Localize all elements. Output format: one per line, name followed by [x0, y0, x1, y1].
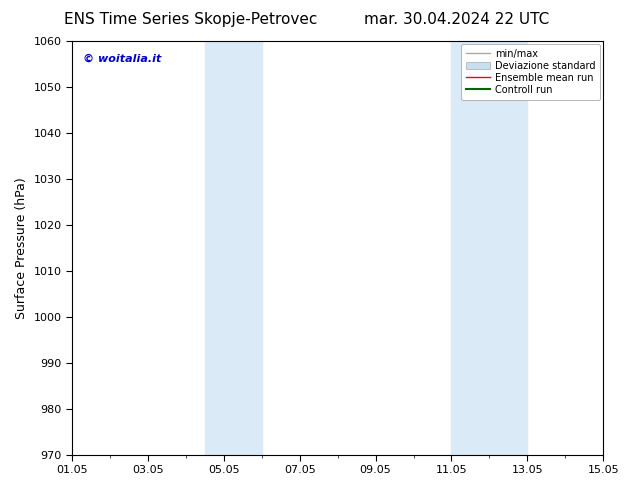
Y-axis label: Surface Pressure (hPa): Surface Pressure (hPa): [15, 177, 28, 318]
Bar: [205, 41, 262, 455]
Text: ENS Time Series Skopje-Petrovec: ENS Time Series Skopje-Petrovec: [63, 12, 317, 27]
Bar: [451, 41, 527, 455]
Text: © woitalia.it: © woitalia.it: [82, 53, 161, 64]
Legend: min/max, Deviazione standard, Ensemble mean run, Controll run: min/max, Deviazione standard, Ensemble m…: [461, 44, 600, 99]
Text: mar. 30.04.2024 22 UTC: mar. 30.04.2024 22 UTC: [364, 12, 549, 27]
